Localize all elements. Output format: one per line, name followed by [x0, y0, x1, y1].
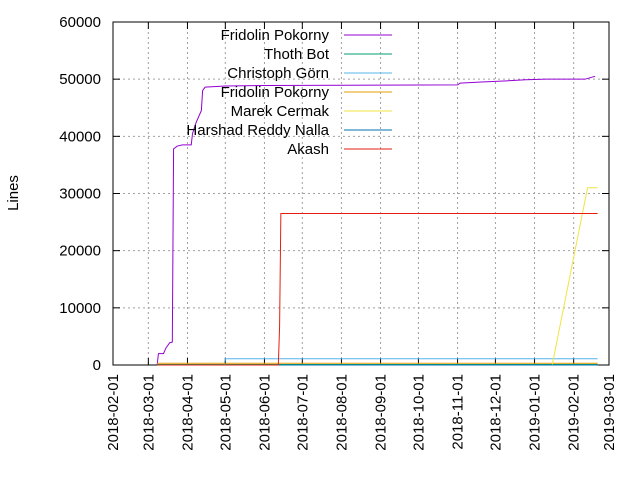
x-tick-label: 2018-06-01: [256, 374, 273, 451]
legend: Fridolin Pokorny Thoth Bot Christoph Görn F…: [186, 27, 392, 158]
series-line-6: [157, 213, 598, 366]
legend-label-1: Thoth Bot: [264, 46, 330, 63]
legend-label-3: Fridolin Pokorny: [221, 84, 330, 101]
y-tick-label: 40000: [59, 128, 101, 145]
legend-label-4: Marek Cermak: [231, 103, 330, 120]
x-tick-label: 2018-10-01: [410, 374, 427, 451]
y-tick-label: 50000: [59, 71, 101, 88]
x-tick-label: 2019-03-01: [601, 374, 618, 451]
y-tick-label: 20000: [59, 243, 101, 260]
series-lines: [156, 75, 598, 366]
y-tick-label: 10000: [59, 300, 101, 317]
legend-label-5: Harshad Reddy Nalla: [186, 122, 329, 139]
legend-label-6: Akash: [287, 141, 329, 158]
legend-label-0: Fridolin Pokorny: [221, 27, 330, 44]
x-tick-label: 2018-08-01: [333, 374, 350, 451]
x-tick-label: 2018-02-01: [105, 374, 122, 451]
x-tick-label: 2018-12-01: [487, 374, 504, 451]
x-tick-label: 2019-02-01: [566, 374, 583, 451]
series-line-0: [156, 75, 596, 366]
x-tick-label: 2018-09-01: [373, 374, 390, 451]
x-tick-label: 2018-05-01: [217, 374, 234, 451]
tick-labels: 0 10000 20000 30000 40000 50000 60000 2018-02-0…: [59, 14, 618, 451]
y-tick-label: 0: [93, 357, 101, 374]
y-tick-label: 30000: [59, 186, 101, 203]
x-tick-label: 2018-07-01: [294, 374, 311, 451]
x-tick-label: 2019-01-01: [527, 374, 544, 451]
y-tick-label: 60000: [59, 14, 101, 31]
x-tick-label: 2018-04-01: [179, 374, 196, 451]
x-tick-label: 2018-03-01: [140, 374, 157, 451]
x-tick-label: 2018-11-01: [450, 374, 467, 450]
legend-label-2: Christoph Görn: [227, 65, 329, 82]
y-axis-label: Lines: [5, 175, 22, 211]
